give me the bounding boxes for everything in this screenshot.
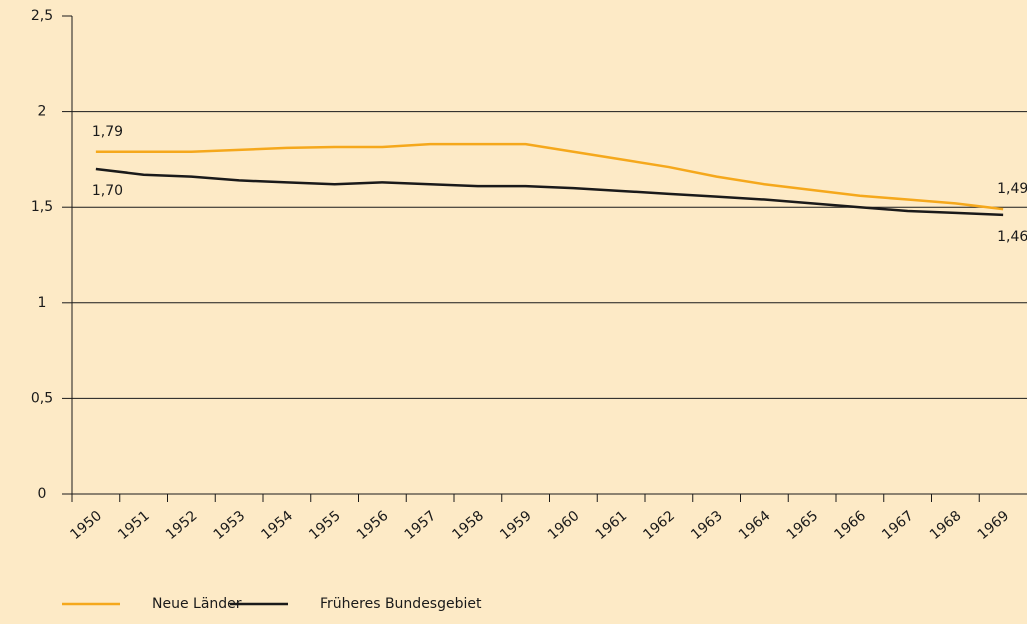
series-line [95,167,1004,217]
x-tick-label: 1968 [927,508,965,543]
value-label: 1,79 [92,124,123,140]
legend-label: Neue Länder [152,596,242,612]
x-tick-label: 1959 [497,508,535,543]
x-tick-label: 1950 [67,508,105,543]
y-tick-label: 1 [38,295,47,311]
x-tick-label: 1960 [545,508,583,543]
x-tick-label: 1958 [449,508,487,543]
value-label: 1,46 [997,229,1027,245]
x-tick-label: 1952 [163,508,201,543]
x-tick-label: 1961 [593,508,631,543]
y-tick-label: 0 [38,486,47,502]
x-tick-label: 1962 [640,508,678,543]
x-tick-label: 1957 [402,508,440,543]
y-tick-label: 1,5 [31,199,53,215]
x-tick-label: 1963 [688,508,726,543]
legend-label: Früheres Bundesgebiet [320,596,482,612]
x-tick-label: 1967 [879,508,917,543]
y-tick-label: 2,5 [31,8,53,24]
y-tick-label: 2 [38,104,47,120]
x-tick-label: 1951 [115,508,153,543]
x-tick-label: 1953 [211,508,249,543]
value-label: 1,70 [92,183,123,199]
x-tick-label: 1965 [784,508,822,543]
y-tick-label: 0,5 [31,390,53,406]
series-line [95,142,1004,211]
x-tick-label: 1966 [831,508,869,543]
x-tick-label: 1955 [306,508,344,543]
x-tick-label: 1956 [354,508,392,543]
x-tick-label: 1964 [736,508,774,543]
value-label: 1,49 [997,181,1027,197]
x-tick-label: 1969 [975,508,1013,543]
x-tick-label: 1954 [258,508,296,543]
